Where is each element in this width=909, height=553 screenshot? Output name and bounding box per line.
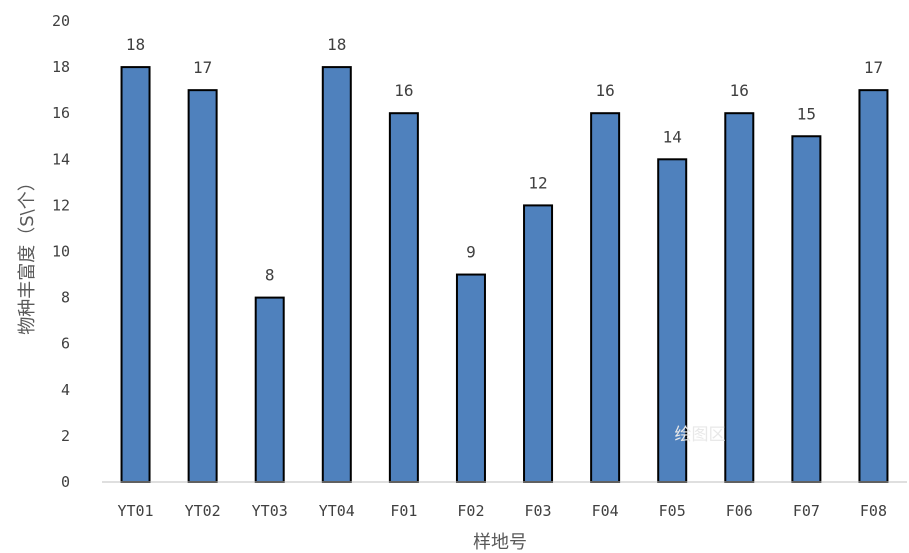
x-tick-label-YT02: YT02 — [185, 502, 221, 520]
bar-YT03 — [254, 296, 285, 483]
bar-F08 — [858, 89, 889, 484]
x-axis-title: 样地号 — [473, 532, 527, 553]
bar-YT04 — [321, 66, 352, 483]
bar-F04 — [590, 112, 621, 483]
data-labels: 18 17 8 18 16 9 12 16 14 16 15 17 — [126, 35, 883, 285]
y-tick-label: 8 — [61, 289, 70, 307]
y-tick-label: 2 — [61, 427, 70, 445]
plot-area-watermark: 绘图区 — [675, 425, 726, 445]
x-tick-label-F03: F03 — [524, 502, 551, 520]
data-label-YT01: 18 — [126, 35, 145, 54]
y-tick-label: 4 — [61, 381, 70, 399]
y-tick-label: 12 — [52, 196, 70, 214]
data-label-F02: 9 — [466, 243, 476, 262]
x-axis-ticks: YT01 YT02 YT03 YT04 F01 F02 F03 F04 F05 F06 F07 F08 — [117, 502, 887, 520]
bar-YT01 — [120, 66, 151, 483]
y-tick-label: 10 — [52, 243, 70, 261]
y-tick-label: 18 — [52, 58, 70, 76]
bar-F07 — [791, 135, 822, 483]
y-tick-label: 14 — [52, 150, 70, 168]
data-label-F01: 16 — [394, 81, 413, 100]
x-tick-label-F05: F05 — [659, 502, 686, 520]
bar-YT02 — [187, 89, 218, 484]
bar-F06 — [724, 112, 755, 483]
bar-F01 — [388, 112, 419, 483]
data-label-YT04: 18 — [327, 35, 346, 54]
x-tick-label-F06: F06 — [726, 502, 753, 520]
x-tick-label-YT03: YT03 — [252, 502, 288, 520]
data-label-YT02: 17 — [193, 58, 212, 77]
y-axis-title: 物种丰富度（S\个） — [17, 173, 38, 335]
data-label-F04: 16 — [595, 81, 614, 100]
y-tick-label: 6 — [61, 335, 70, 353]
data-label-F03: 12 — [528, 173, 547, 192]
x-tick-label-F08: F08 — [860, 502, 887, 520]
x-tick-label-F02: F02 — [457, 502, 484, 520]
data-label-F05: 14 — [663, 127, 682, 146]
x-tick-label-YT04: YT04 — [319, 502, 355, 520]
y-tick-label: 0 — [61, 473, 70, 491]
y-tick-label: 20 — [52, 12, 70, 30]
y-tick-label: 16 — [52, 104, 70, 122]
data-label-YT03: 8 — [265, 266, 275, 285]
data-label-F07: 15 — [797, 104, 816, 123]
bars — [120, 66, 889, 484]
bar-F02 — [455, 273, 486, 483]
bar-F03 — [523, 204, 554, 483]
data-label-F06: 16 — [730, 81, 749, 100]
x-tick-label-F07: F07 — [793, 502, 820, 520]
x-tick-label-F01: F01 — [390, 502, 417, 520]
data-label-F08: 17 — [864, 58, 883, 77]
x-tick-label-YT01: YT01 — [117, 502, 153, 520]
x-tick-label-F04: F04 — [592, 502, 619, 520]
y-axis-ticks: 0 2 4 6 8 10 12 14 16 18 20 — [52, 12, 70, 491]
